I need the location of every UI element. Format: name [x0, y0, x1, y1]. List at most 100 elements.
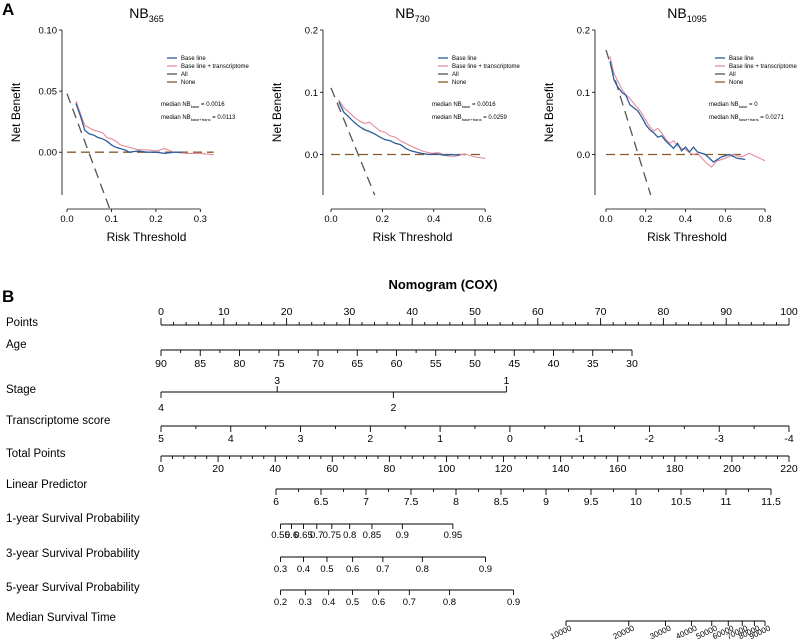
series-transcriptome-line [75, 100, 214, 156]
tick-label: -1 [575, 433, 584, 445]
series-all-line [330, 87, 376, 196]
scale-transcriptome-score: 5 4 3 2 1 0 -1 -2 -3 -4 [158, 425, 794, 445]
tick-label: 100 [438, 463, 456, 475]
tick-label: 0.8 [343, 530, 356, 541]
tick-label: 20 [212, 463, 224, 475]
series-baseline-line [609, 60, 746, 163]
tick-label: 20000 [612, 623, 636, 641]
median-trans-note: median NBbase+trans = 0.0259 [432, 115, 507, 122]
tick-label: 9 [543, 496, 549, 508]
tick-label: 0.5 [346, 597, 359, 608]
tick-label: 80 [658, 306, 670, 318]
y-tick-label: 0.1 [577, 88, 590, 99]
y-tick-label: 0.05 [39, 87, 58, 98]
tick-label: 60 [391, 358, 403, 370]
series-baseline-line [338, 101, 460, 156]
median-base-note: median NBbase = 0.0016 [161, 102, 225, 109]
tick-label: 1 [503, 375, 509, 387]
x-tick-label: 0.6 [719, 214, 732, 225]
tick-label: 200 [723, 463, 741, 475]
tick-label: 0 [507, 433, 513, 445]
tick-label: 11 [721, 496, 732, 508]
tick-label: 0.3 [274, 564, 287, 575]
x-tick-label: 0.3 [194, 214, 207, 225]
tick-label: 70 [312, 358, 324, 370]
tick-label: 100 [780, 306, 798, 318]
x-tick-label: 0.0 [60, 214, 73, 225]
median-base-note: median NBbase = 0.0016 [432, 102, 496, 109]
legend-entry: Base line + transcriptome [729, 64, 798, 70]
y-axis-title: Net Benefit [542, 82, 556, 142]
tick-label: 60 [326, 463, 338, 475]
legend-entry: All [729, 72, 736, 78]
tick-label: 3 [298, 433, 304, 445]
tick-label: 70 [595, 306, 607, 318]
tick-label: 4 [158, 402, 164, 414]
tick-label: 0.6 [285, 530, 298, 541]
tick-label: 10 [630, 496, 642, 508]
x-axis-title: Risk Threshold [647, 230, 727, 244]
scale-linear-predictor: 6 6.5 7 7.5 8 8.5 9 9.5 10 10.5 11 11.5 [273, 488, 781, 508]
legend-entry: None [452, 80, 467, 86]
dca-plot-3: NB1095 0.0 0.2 0.4 0.6 0.8 0.0 0.1 0.2 Risk Thres… [542, 5, 798, 244]
tick-label: 45 [508, 358, 520, 370]
tick-label: 55 [430, 358, 442, 370]
tick-label: 220 [780, 463, 798, 475]
tick-label: 0.7 [403, 597, 416, 608]
legend-entry: Base line + transcriptome [452, 64, 521, 70]
row-label: Stage [6, 384, 36, 396]
tick-label: 30000 [648, 623, 672, 641]
tick-label: 65 [351, 358, 363, 370]
tick-label: 0.95 [444, 530, 463, 541]
tick-label: 30 [344, 306, 356, 318]
scale-age: 90 85 80 75 70 65 60 55 50 45 40 35 30 [155, 349, 638, 370]
y-tick-label: 0.0 [577, 150, 590, 161]
tick-label: 90 [720, 306, 732, 318]
tick-label: 30 [626, 358, 638, 370]
y-axis-title: Net Benefit [9, 82, 23, 142]
scale-points: 0 10 20 30 40 50 60 70 80 90 100 [158, 306, 798, 326]
x-tick-label: 0.4 [679, 214, 692, 225]
tick-label: 0.4 [322, 597, 335, 608]
tick-label: 20 [281, 306, 293, 318]
row-label: Transcriptome score [6, 415, 110, 427]
legend-entry: Base line [181, 56, 206, 62]
y-tick-label: 0.00 [39, 148, 58, 159]
tick-label: 11.5 [761, 496, 781, 508]
x-tick-label: 0.8 [758, 214, 771, 225]
tick-label: 10 [218, 306, 230, 318]
tick-label: 7.5 [404, 496, 419, 508]
tick-label: 80 [234, 358, 246, 370]
tick-label: 1 [437, 433, 443, 445]
tick-label: 8.5 [494, 496, 509, 508]
tick-label: 0 [158, 463, 164, 475]
scale-5-year-survival: 0.2 0.3 0.4 0.5 0.6 0.7 0.8 0.9 [274, 589, 520, 608]
scale-total-points: 0 20 40 60 80 100 120 140 160 180 200 220 [158, 455, 798, 475]
panel-a-label: A [2, 0, 14, 19]
series-all-line [605, 49, 652, 196]
median-base-note: median NBbase = 0 [709, 102, 758, 109]
x-tick-label: 0.4 [427, 214, 440, 225]
row-label: Linear Predictor [6, 479, 87, 491]
tick-label: 0.9 [479, 564, 492, 575]
tick-label: 0.85 [363, 530, 382, 541]
tick-label: 7 [363, 496, 369, 508]
series-baseline-line [75, 103, 183, 155]
x-axis-title: Risk Threshold [107, 230, 187, 244]
scale-stage: 3 1 4 2 [158, 375, 509, 414]
legend-entry: Base line + transcriptome [181, 64, 250, 70]
dca-plot-2: NB730 0.0 0.2 0.4 0.6 0.0 0.1 0.2 Risk Threshold… [270, 5, 521, 244]
plot-title: NB1095 [667, 5, 706, 24]
tick-label: -3 [715, 433, 724, 445]
tick-label: 2 [390, 402, 396, 414]
tick-label: 6.5 [314, 496, 329, 508]
tick-label: 160 [609, 463, 627, 475]
legend-entry: All [452, 72, 459, 78]
legend-entry: Base line [729, 56, 754, 62]
tick-label: 0.7 [376, 564, 389, 575]
row-label: Points [6, 317, 38, 329]
scale-median-survival-time: 10000 20000 30000 4000050000600007000080000… [549, 620, 772, 641]
tick-label: 50 [469, 306, 481, 318]
tick-label: 85 [194, 358, 206, 370]
x-tick-label: 0.6 [479, 214, 492, 225]
